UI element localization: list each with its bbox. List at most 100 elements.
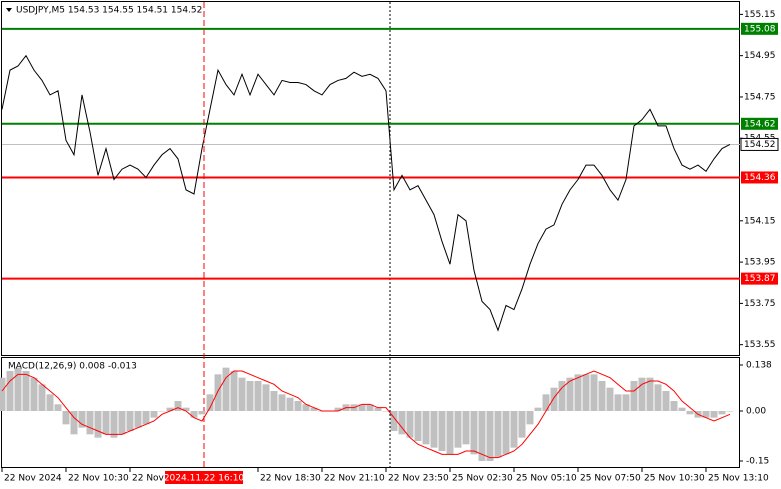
macd-bar	[6, 371, 14, 411]
crosshair-label: 2024.11.22 16:10	[164, 474, 245, 484]
macd-bar	[422, 411, 430, 445]
macd-bar	[222, 367, 230, 411]
y-tick-label: 153.55	[744, 340, 776, 350]
macd-bar	[726, 411, 734, 412]
macd-bar	[14, 367, 22, 411]
macd-bar	[86, 411, 94, 435]
macd-bar	[718, 411, 726, 415]
macd-bar	[22, 371, 30, 411]
macd-bar	[150, 411, 158, 418]
macd-bar	[230, 371, 238, 411]
macd-bar	[278, 394, 286, 411]
chart-title: USDJPY,M5 154.53 154.55 154.51 154.52	[16, 6, 202, 16]
macd-bar	[38, 384, 46, 411]
macd-bar	[654, 384, 662, 411]
macd-bar	[686, 411, 694, 415]
macd-bar	[534, 407, 542, 411]
x-tick-label: 25 Nov 10:30	[644, 474, 705, 484]
macd-bar	[486, 411, 494, 461]
macd-bar	[62, 411, 70, 425]
macd-bar	[662, 391, 670, 411]
x-tick-label: 22 Nov 21:10	[324, 474, 385, 484]
macd-bar	[198, 411, 206, 415]
macd-bar	[366, 404, 374, 411]
macd-bar	[510, 411, 518, 448]
macd-bar	[302, 404, 310, 411]
macd-bar	[430, 411, 438, 448]
x-tick-label: 22 Nov 16:10	[132, 474, 193, 484]
macd-bar	[246, 381, 254, 411]
macd-bar	[94, 411, 102, 438]
macd-bar	[414, 411, 422, 441]
x-tick-label: 25 Nov 05:10	[516, 474, 577, 484]
current-price-label: 154.52	[744, 140, 776, 150]
y-tick-label: -0.15	[746, 457, 769, 467]
macd-bar	[382, 411, 390, 412]
macd-bar	[406, 411, 414, 438]
macd-bar	[190, 411, 198, 418]
macd-bar	[470, 411, 478, 455]
y-tick-label: 155.15	[744, 10, 776, 20]
macd-bar	[638, 377, 646, 411]
level-label-box	[741, 117, 778, 130]
macd-bar	[110, 411, 118, 438]
macd-bar	[598, 381, 606, 411]
macd-bar	[606, 387, 614, 411]
macd-bar	[678, 407, 686, 411]
macd-bar	[182, 407, 190, 411]
macd-bar	[102, 411, 110, 435]
macd-bar	[710, 411, 718, 418]
symbol-marker	[6, 8, 12, 12]
macd-bar	[134, 411, 142, 428]
macd-bar	[518, 411, 526, 438]
macd-bar	[254, 381, 262, 411]
level-label-box	[741, 272, 778, 285]
x-tick-label: 25 Nov 13:10	[708, 474, 769, 484]
macd-bar	[542, 394, 550, 411]
macd-bar	[526, 411, 534, 425]
x-tick-label: 22 Nov 10:30	[68, 474, 129, 484]
x-tick-label: 25 Nov 02:30	[452, 474, 513, 484]
macd-bar	[550, 387, 558, 411]
level-label-box	[741, 171, 778, 184]
macd-bar	[142, 411, 150, 425]
macd-bar	[166, 407, 174, 411]
macd-bar	[334, 407, 342, 411]
level-label-box	[741, 22, 778, 35]
y-tick-label: 154.75	[744, 92, 776, 102]
macd-bar	[702, 411, 710, 418]
price-panel-frame	[1, 1, 740, 356]
macd-bar	[398, 411, 406, 435]
x-tick-label: 25 Nov 07:50	[580, 474, 641, 484]
crosshair-label-box	[165, 471, 243, 484]
macd-bar	[118, 411, 126, 435]
macd-bar	[262, 384, 270, 411]
macd-bar	[582, 374, 590, 411]
signal-line	[1, 370, 731, 459]
macd-bar	[494, 411, 502, 458]
macd-bar	[630, 381, 638, 411]
level-label: 153.87	[744, 274, 776, 284]
macd-bar	[294, 401, 302, 411]
macd-bar	[238, 377, 246, 411]
x-tick-label: 22 Nov 23:50	[388, 474, 449, 484]
y-tick-label: 153.75	[744, 299, 776, 309]
macd-bar	[566, 377, 574, 411]
macd-bar	[286, 397, 294, 411]
macd-bar	[0, 377, 6, 411]
macd-bar	[310, 407, 318, 411]
level-label: 154.62	[744, 119, 776, 129]
y-tick-label: 0.138	[746, 361, 772, 371]
macd-bar	[358, 404, 366, 411]
macd-bar	[614, 394, 622, 411]
y-tick-label: 154.95	[744, 51, 776, 61]
macd-bar	[70, 411, 78, 435]
macd-bar	[478, 411, 486, 461]
macd-bar	[390, 411, 398, 431]
y-tick-label: 0.00	[746, 407, 766, 417]
macd-bar	[30, 377, 38, 411]
x-tick-label: 22 Nov 18:30	[260, 474, 321, 484]
macd-bar	[78, 411, 86, 428]
macd-bar	[670, 401, 678, 411]
macd-bar	[174, 401, 182, 411]
